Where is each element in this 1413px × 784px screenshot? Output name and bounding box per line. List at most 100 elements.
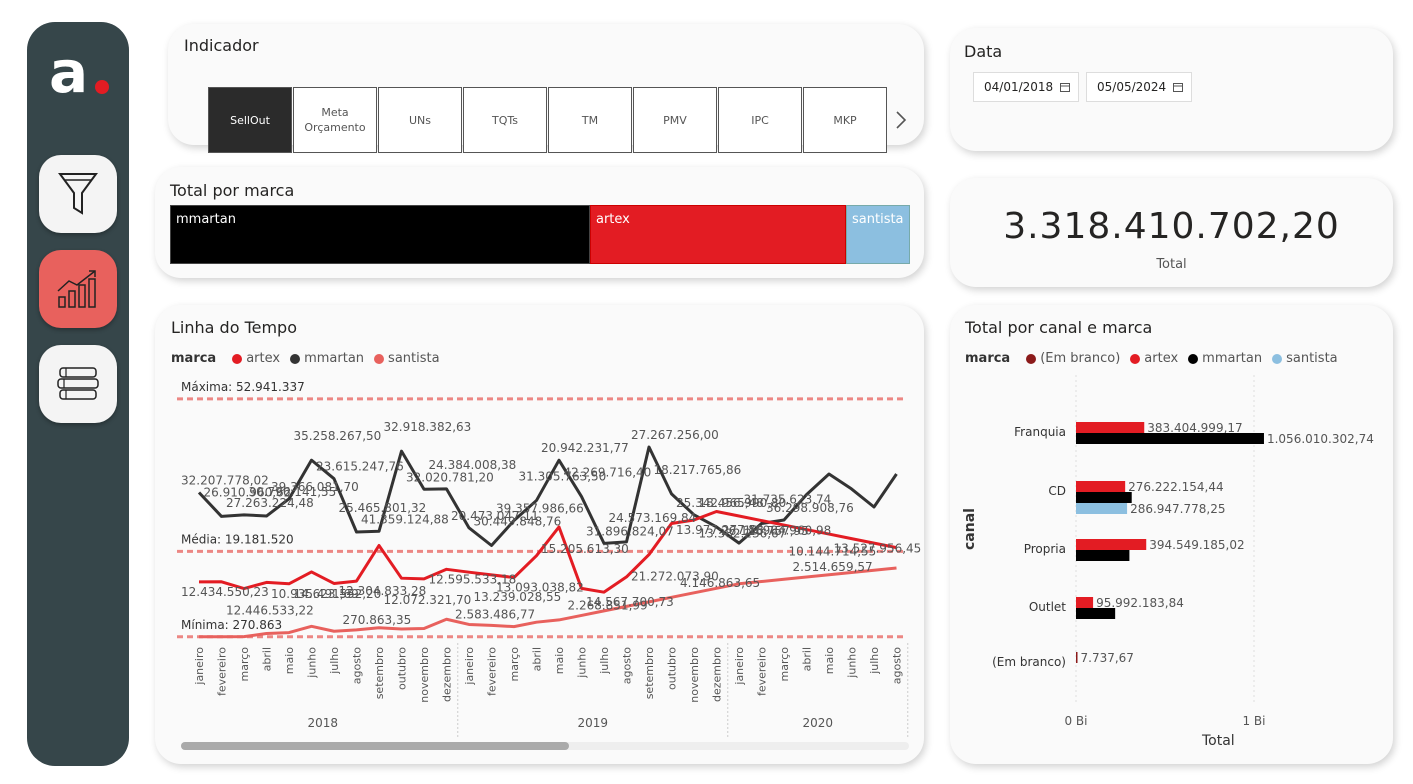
x-tick-label: novembro (418, 647, 431, 703)
data-label: 25.465.801,32 (339, 501, 427, 515)
x-tick-label: agosto (621, 647, 634, 684)
growth-chart-icon (57, 270, 96, 308)
treemap-label: mmartan (176, 212, 236, 227)
reference-label: Mínima: 270.863 (181, 618, 282, 632)
data-label: 21.272.073,90 (631, 570, 719, 584)
data-label: 31.305.763,50 (519, 469, 607, 483)
canal-marca-title: Total por canal e marca (965, 318, 1153, 337)
kpi-value: 3.318.410.702,20 (1003, 206, 1340, 247)
x-tick-label: setembro (373, 647, 386, 700)
data-label: 23.615.247,76 (316, 460, 404, 474)
data-label: 4.146.863,65 (680, 576, 760, 590)
bar-value-label: 383.404.999,17 (1147, 421, 1242, 435)
linha-tempo-title: Linha do Tempo (171, 318, 297, 337)
bar-artex (1076, 597, 1094, 608)
x-group-label: 2018 (307, 716, 338, 730)
tm-button[interactable]: TM (548, 87, 632, 153)
kpi-label: Total (1156, 257, 1187, 272)
line-chart: Máxima: 52.941.337 Média: 19.181.520 Mínim… (177, 380, 922, 737)
treemap-santista[interactable]: santista (846, 205, 910, 264)
indicador-title: Indicador (184, 36, 259, 55)
x-tick-label: fevereiro (216, 647, 229, 696)
meta-orcamento-button[interactable]: Meta Orçamento (293, 87, 377, 153)
x-tick-label: agosto (891, 647, 904, 684)
bar-chart: 0 Bi 1 Bi Franquia CD Propria Outlet (Em branc… (992, 375, 1374, 728)
x-tick-label: julho (868, 647, 881, 675)
start-date-value: 04/01/2018 (984, 80, 1054, 94)
data-label: 30.796.141,55 (249, 485, 337, 499)
x-tick-label: agosto (351, 647, 364, 684)
horizontal-scrollbar[interactable] (181, 742, 909, 750)
category-label: Outlet (1029, 600, 1066, 614)
legend-dot (232, 353, 243, 364)
data-label: 20.473.047,11 (451, 509, 539, 523)
legend-em-branco[interactable]: (Em branco) (1040, 351, 1121, 366)
uns-button[interactable]: UNs (378, 87, 462, 153)
bar-value-label: 394.549.185,02 (1149, 538, 1244, 552)
data-label: 31.896.824,07 (586, 524, 674, 538)
tqts-button[interactable]: TQTs (463, 87, 547, 153)
data-label: 13.527.956,45 (834, 542, 922, 556)
y-axis-label: canal (962, 508, 978, 550)
x-tick-label: fevereiro (756, 647, 769, 696)
chart-nav-button[interactable] (39, 250, 117, 328)
series-line-mmartan (197, 445, 898, 548)
logo: a (49, 38, 119, 112)
treemap-artex[interactable]: artex (590, 205, 846, 264)
legend-dot (374, 353, 385, 364)
legend-artex[interactable]: artex (1144, 351, 1179, 366)
legend-mmartan[interactable]: mmartan (304, 351, 365, 366)
towels-nav-button[interactable] (39, 345, 117, 423)
kpi-card: 3.318.410.702,20 Total (950, 178, 1393, 287)
scrollbar-thumb[interactable] (181, 742, 569, 750)
legend-santista[interactable]: santista (1286, 351, 1338, 366)
data-label: 12.595.533,18 (429, 572, 517, 586)
legend-title: marca (965, 351, 1011, 366)
data-label: 32.020.781,20 (406, 470, 494, 484)
total-marca-title: Total por marca (170, 181, 295, 200)
linha-tempo-card: Linha do Tempo marca artex mmartan santi… (155, 305, 924, 764)
legend-mmartan[interactable]: mmartan (1202, 351, 1263, 366)
x-tick-label: março (778, 647, 791, 682)
x-tick-label: julho (328, 647, 341, 675)
data-label: 39.357.986,66 (496, 502, 584, 516)
calendar-icon[interactable] (1060, 82, 1070, 92)
x-tick-label: abril (261, 647, 274, 671)
x-tick-label: maio (823, 647, 836, 675)
end-date-input[interactable]: 05/05/2024 (1086, 72, 1192, 102)
data-label: 10.144.714,55 (789, 545, 877, 559)
end-date-value: 05/05/2024 (1097, 80, 1167, 94)
x-tick-label: janeiro (193, 647, 206, 686)
treemap-mmartan[interactable]: mmartan (170, 205, 590, 264)
total-marca-card: Total por marca mmartan artex santista (155, 167, 924, 278)
data-label: 13.977.277,58 (676, 523, 764, 537)
filter-nav-button[interactable] (39, 155, 117, 233)
treemap-label: artex (596, 212, 630, 227)
data-label: 12.446.533,22 (226, 604, 314, 618)
x-tick-label: dezembro (441, 647, 454, 702)
chevron-right-icon[interactable] (894, 110, 908, 130)
ipc-button[interactable]: IPC (718, 87, 802, 153)
category-label: Propria (1024, 542, 1066, 556)
legend-santista[interactable]: santista (388, 351, 440, 366)
pmv-button[interactable]: PMV (633, 87, 717, 153)
legend-dot (1026, 353, 1037, 364)
x-tick-label: outubro (666, 647, 679, 690)
mkp-button[interactable]: MKP (803, 87, 887, 153)
data-label: 31.735.623,74 (744, 493, 832, 507)
data-label: 10.984.960,98 (744, 524, 832, 538)
data-label: 26.910.960,62 (204, 485, 292, 499)
reference-label: Média: 19.181.520 (181, 532, 294, 546)
data-label: 26.116.757,95 (721, 524, 809, 538)
folded-towels-icon (57, 367, 99, 400)
x-tick-label: maio (553, 647, 566, 675)
data-label: 24.573.169,84 (609, 511, 697, 525)
data-label: 24.384.008,38 (429, 458, 517, 472)
funnel-icon (58, 173, 98, 215)
data-label: 13.382.236,67 (699, 527, 787, 541)
sellout-button[interactable]: SellOut (208, 87, 292, 153)
calendar-icon[interactable] (1173, 82, 1183, 92)
data-label: 12.304.833,28 (339, 584, 427, 598)
start-date-input[interactable]: 04/01/2018 (973, 72, 1079, 102)
legend-artex[interactable]: artex (246, 351, 281, 366)
